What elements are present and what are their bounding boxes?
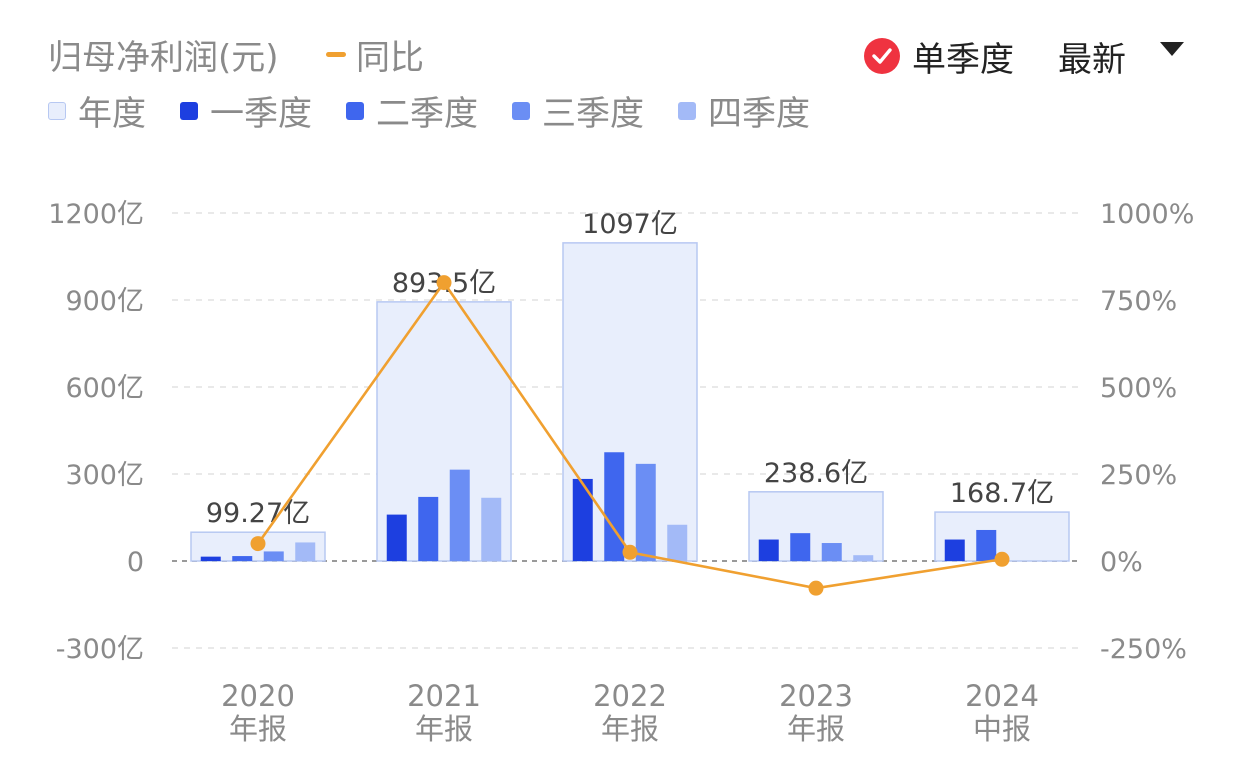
legend-swatch	[346, 101, 364, 120]
chart-title: 归母净利润(元)	[48, 38, 279, 78]
legend-label: 一季度	[210, 94, 312, 134]
annual-value-label: 99.27亿	[206, 498, 310, 529]
quarter-bar	[635, 463, 656, 561]
quarter-bar	[976, 529, 997, 561]
legend-label: 年度	[78, 94, 146, 134]
quarter-bar	[263, 551, 284, 561]
legend-item-q4[interactable]: 四季度	[678, 86, 810, 135]
y-right-tick-label: 750%	[1100, 286, 1177, 317]
x-tick-label: 2024	[965, 679, 1039, 713]
x-tick-label: 中报	[973, 712, 1031, 746]
x-tick-label: 2022	[593, 679, 667, 713]
y-right-tick-label: 250%	[1100, 460, 1177, 491]
yoy-point	[250, 536, 266, 552]
quarter-bar	[604, 452, 625, 561]
quarter-bar	[821, 543, 842, 561]
quarter-bar	[232, 556, 253, 561]
single-quarter-check-icon[interactable]	[864, 38, 900, 74]
x-tick-label: 年报	[229, 712, 287, 746]
quarter-bar	[758, 539, 779, 561]
y-right-tick-label: 1000%	[1100, 199, 1194, 230]
legend-item-q2[interactable]: 二季度	[346, 86, 478, 135]
y-right-tick-label: 500%	[1100, 373, 1177, 404]
single-quarter-toggle[interactable]: 单季度	[912, 40, 1014, 80]
yoy-point	[808, 580, 824, 596]
period-dropdown[interactable]: 最新	[1058, 40, 1126, 80]
quarter-bar	[572, 478, 593, 561]
y-left-tick-label: 900亿	[65, 286, 144, 317]
annual-value-label: 168.7亿	[950, 478, 1054, 509]
series-legend: 年度 一季度 二季度 三季度 四季度	[48, 86, 844, 135]
legend-item-q1[interactable]: 一季度	[180, 86, 312, 135]
legend-swatch	[678, 101, 696, 120]
quarter-bar	[853, 555, 874, 561]
yoy-legend[interactable]: 同比	[326, 30, 424, 79]
legend-swatch	[512, 101, 530, 120]
x-tick-label: 年报	[415, 712, 473, 746]
quarter-bar	[449, 469, 470, 561]
quarter-bar	[418, 496, 439, 561]
chart-controls: 单季度 最新	[862, 26, 1242, 86]
y-left-tick-label: 600亿	[65, 373, 144, 404]
y-left-tick-label: 0	[127, 547, 144, 578]
quarter-bar	[200, 556, 221, 561]
y-left-tick-label: 1200亿	[48, 199, 144, 230]
yoy-line-swatch	[326, 52, 346, 57]
legend-label: 三季度	[542, 94, 644, 134]
quarter-bar	[295, 542, 316, 561]
legend-swatch	[48, 101, 66, 120]
x-tick-label: 年报	[787, 712, 845, 746]
legend-label: 二季度	[376, 94, 478, 134]
y-left-tick-label: -300亿	[56, 634, 144, 665]
x-tick-label: 2021	[407, 679, 481, 713]
quarter-bar	[667, 524, 688, 561]
annual-value-label: 238.6亿	[764, 458, 868, 489]
y-right-tick-label: 0%	[1100, 547, 1143, 578]
yoy-point	[436, 275, 452, 291]
chevron-down-icon[interactable]	[1160, 42, 1184, 56]
yoy-legend-label: 同比	[356, 38, 424, 78]
y-left-tick-label: 300亿	[65, 460, 144, 491]
legend-label: 四季度	[708, 94, 810, 134]
annual-value-label: 1097亿	[582, 209, 678, 240]
quarter-bar	[481, 497, 502, 561]
quarter-bar	[790, 533, 811, 561]
yoy-point	[994, 551, 1010, 567]
legend-item-annual[interactable]: 年度	[48, 86, 146, 135]
quarter-bar	[944, 539, 965, 561]
x-tick-label: 2020	[221, 679, 295, 713]
x-tick-label: 年报	[601, 712, 659, 746]
y-right-tick-label: -250%	[1100, 634, 1187, 665]
yoy-point	[622, 544, 638, 560]
x-tick-label: 2023	[779, 679, 853, 713]
quarter-bar	[386, 514, 407, 561]
legend-item-q3[interactable]: 三季度	[512, 86, 644, 135]
legend-swatch	[180, 101, 198, 120]
